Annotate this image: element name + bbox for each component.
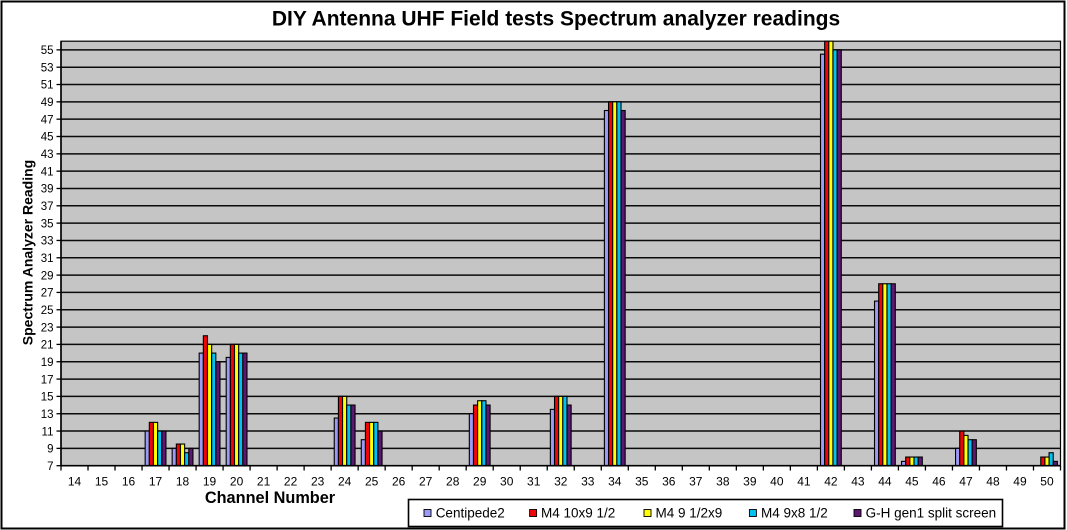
svg-text:55: 55 [41,45,54,57]
svg-text:23: 23 [41,322,54,334]
svg-text:43: 43 [851,475,865,489]
svg-text:45: 45 [41,132,54,144]
svg-text:37: 37 [689,475,703,489]
svg-text:38: 38 [716,475,730,489]
svg-text:51: 51 [41,80,54,92]
svg-text:45: 45 [905,475,919,489]
svg-text:27: 27 [41,288,54,300]
svg-text:44: 44 [878,475,892,489]
svg-text:47: 47 [41,114,54,126]
svg-text:Channel Number: Channel Number [205,489,336,507]
svg-text:33: 33 [41,236,54,248]
svg-text:50: 50 [1040,475,1054,489]
svg-text:46: 46 [932,475,946,489]
svg-text:43: 43 [41,149,54,161]
svg-text:23: 23 [311,475,325,489]
svg-text:DIY Antenna UHF Field tests Sp: DIY Antenna UHF Field tests Spectrum ana… [272,8,840,31]
svg-text:33: 33 [581,475,595,489]
svg-text:13: 13 [41,409,54,421]
svg-text:7: 7 [47,461,53,473]
svg-text:31: 31 [527,475,541,489]
svg-text:17: 17 [41,374,54,386]
svg-text:26: 26 [392,475,406,489]
svg-text:20: 20 [230,475,244,489]
svg-text:29: 29 [41,270,54,282]
svg-text:16: 16 [122,475,136,489]
svg-text:42: 42 [824,475,838,489]
svg-text:18: 18 [176,475,190,489]
svg-text:14: 14 [68,475,82,489]
svg-text:25: 25 [41,305,54,317]
svg-text:M4 10x9 1/2: M4 10x9 1/2 [541,506,615,521]
svg-text:27: 27 [419,475,433,489]
svg-text:15: 15 [41,392,54,404]
svg-text:53: 53 [41,62,54,74]
svg-text:M4 9 1/2x9: M4 9 1/2x9 [656,506,723,521]
svg-text:40: 40 [770,475,784,489]
svg-text:41: 41 [797,475,811,489]
svg-text:36: 36 [662,475,676,489]
svg-text:35: 35 [635,475,649,489]
svg-text:24: 24 [338,475,352,489]
svg-text:49: 49 [1013,475,1027,489]
svg-text:15: 15 [95,475,109,489]
svg-text:M4 9x8 1/2: M4 9x8 1/2 [761,506,828,521]
svg-text:29: 29 [473,475,487,489]
svg-text:41: 41 [41,166,54,178]
svg-text:31: 31 [41,253,54,265]
svg-text:34: 34 [608,475,622,489]
svg-text:39: 39 [41,184,54,196]
svg-text:37: 37 [41,201,54,213]
svg-text:Spectrum Analyzer Reading: Spectrum Analyzer Reading [19,160,35,345]
svg-text:9: 9 [47,444,53,456]
svg-text:21: 21 [257,475,271,489]
svg-text:17: 17 [149,475,163,489]
svg-text:Centipede2: Centipede2 [436,506,505,521]
svg-text:G-H gen1 split screen: G-H gen1 split screen [866,506,997,521]
svg-text:48: 48 [986,475,1000,489]
svg-text:19: 19 [41,357,54,369]
svg-text:39: 39 [743,475,757,489]
svg-text:25: 25 [365,475,379,489]
svg-text:28: 28 [446,475,460,489]
svg-text:32: 32 [554,475,568,489]
svg-text:21: 21 [41,340,54,352]
svg-text:30: 30 [500,475,514,489]
svg-text:35: 35 [41,218,54,230]
svg-text:19: 19 [203,475,217,489]
svg-text:47: 47 [959,475,973,489]
svg-text:11: 11 [42,426,54,438]
svg-text:22: 22 [284,475,298,489]
svg-text:49: 49 [41,97,54,109]
